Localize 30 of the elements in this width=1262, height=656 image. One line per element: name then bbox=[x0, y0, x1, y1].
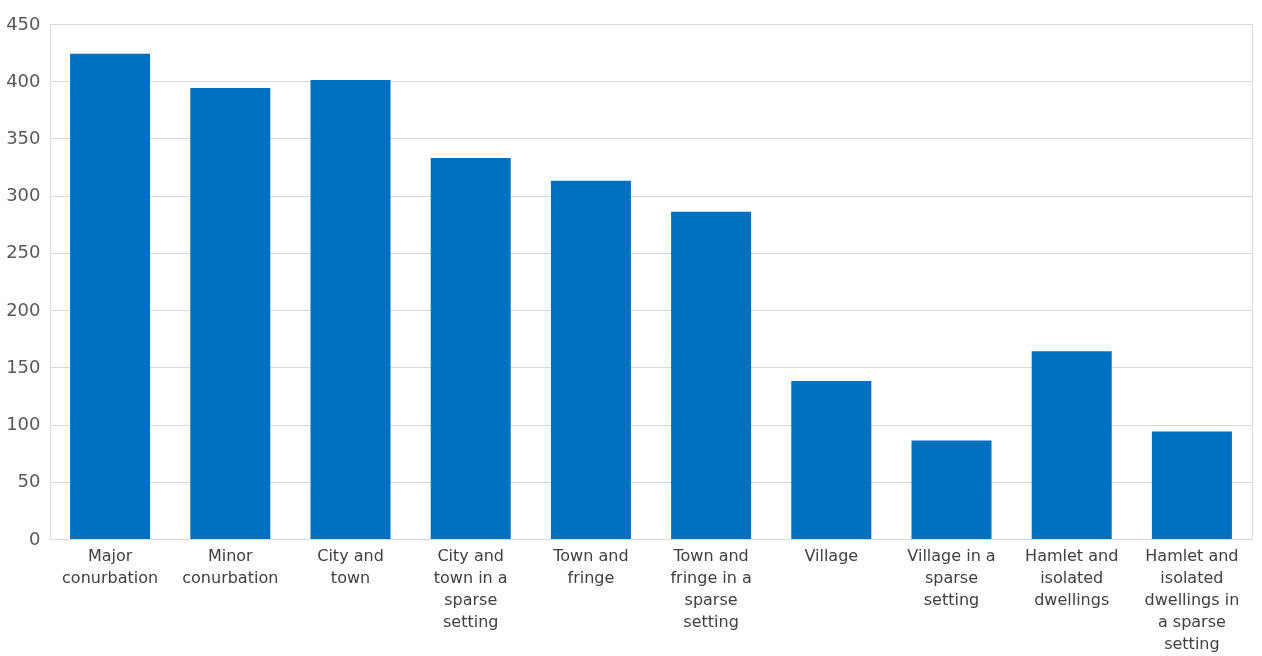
bar bbox=[310, 80, 391, 539]
y-tick-label: 250 bbox=[6, 241, 41, 263]
x-tick-label: Town and fringe in a sparse setting bbox=[670, 545, 752, 631]
x-tick-label: City and town bbox=[317, 545, 384, 587]
bar bbox=[791, 381, 872, 539]
bar bbox=[550, 180, 631, 539]
y-tick-label: 300 bbox=[6, 184, 41, 206]
y-tick-label: 350 bbox=[6, 126, 41, 148]
x-tick-label: Hamlet and isolated dwellings bbox=[1025, 545, 1119, 609]
y-tick-label: 50 bbox=[17, 470, 41, 492]
y-tick-label: 200 bbox=[6, 298, 41, 320]
y-tick-label: 150 bbox=[6, 355, 41, 377]
bar bbox=[1151, 431, 1232, 539]
x-tick-label: Hamlet and isolated dwellings in a sparse setting bbox=[1144, 545, 1240, 653]
y-tick-label: 0 bbox=[29, 527, 41, 549]
bar bbox=[1031, 351, 1112, 539]
x-tick-label: Minor conurbation bbox=[182, 545, 279, 587]
y-tick-label: 400 bbox=[6, 69, 41, 91]
bar bbox=[671, 211, 752, 539]
x-tick-label: Village in a sparse setting bbox=[907, 545, 996, 609]
x-tick-label: Major conurbation bbox=[62, 545, 159, 587]
y-tick-label: 450 bbox=[6, 12, 41, 34]
bar bbox=[911, 440, 992, 539]
x-tick-label: Village bbox=[804, 545, 859, 565]
y-tick-label: 100 bbox=[6, 413, 41, 435]
bar bbox=[430, 157, 511, 539]
bar bbox=[70, 53, 151, 539]
bar bbox=[190, 88, 271, 539]
x-tick-label: City and town in a sparse setting bbox=[433, 545, 508, 631]
x-tick-label: Town and fringe bbox=[552, 545, 629, 587]
